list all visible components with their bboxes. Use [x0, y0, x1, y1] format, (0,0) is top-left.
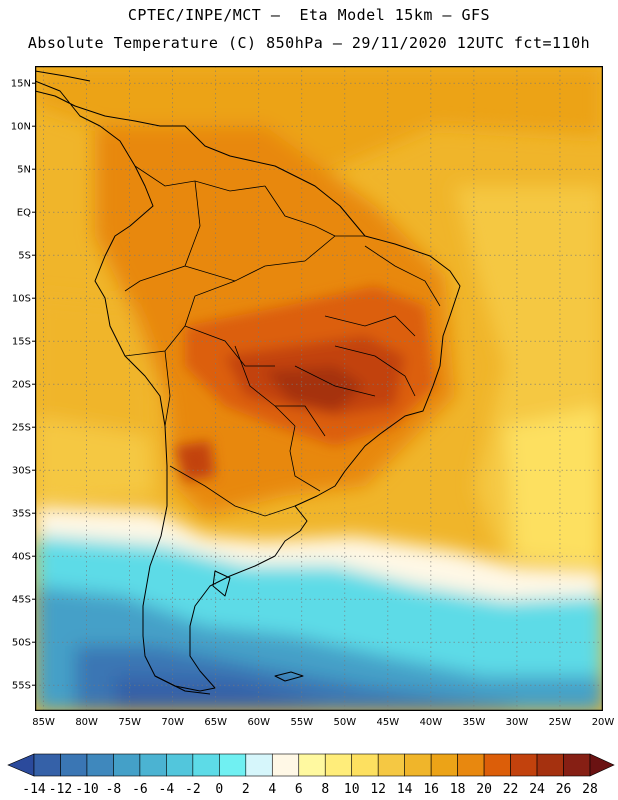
longitude-labels: 85W 80W 75W 70W 65W 60W 55W 50W 45W 40W 35W 30W 25W 2… [32, 717, 615, 728]
header-subtitle: Absolute Temperature (C) 850hPa – 29/11/… [27, 34, 591, 52]
colorbar-segment [536, 753, 564, 777]
colorbar-label: 6 [295, 782, 303, 797]
lon-label: 70W [161, 717, 184, 728]
colorbar-segment [483, 753, 511, 777]
colorbar-segment [113, 753, 141, 777]
lat-label: EQ [17, 208, 31, 219]
lon-label: 60W [247, 717, 270, 728]
colorbar-low-triangle [7, 753, 35, 777]
colorbar-label: 0 [215, 782, 223, 797]
colorbar-label: 24 [529, 782, 545, 797]
colorbar-segment [166, 753, 194, 777]
colorbar-label: 20 [476, 782, 492, 797]
colorbar-label: 28 [582, 782, 598, 797]
lat-label: 25S [12, 423, 31, 434]
lat-label: 30S [12, 466, 31, 477]
lon-label: 75W [118, 717, 141, 728]
colorbar-label: 16 [423, 782, 439, 797]
colorbar-label: 4 [268, 782, 276, 797]
colorbar-segment [324, 753, 353, 777]
lon-label: 85W [32, 717, 55, 728]
header-title: CPTEC/INPE/MCT – Eta Model 15km – GFS [127, 6, 491, 24]
colorbar-segment [351, 753, 379, 777]
field-chaco [175, 441, 215, 481]
lat-label: 10N [11, 122, 31, 133]
colorbar-label: -14 [22, 782, 46, 797]
lat-label: 15S [12, 337, 31, 348]
lat-label: 35S [12, 509, 31, 520]
colorbar-segment [563, 753, 591, 777]
field-transition [35, 506, 603, 601]
field-atlantic-pale [505, 406, 603, 566]
colorbar-segment [60, 753, 88, 777]
colorbar-label: 22 [503, 782, 519, 797]
lat-label: 45S [12, 595, 31, 606]
colorbar-segment [192, 753, 220, 777]
field-hottest [265, 366, 365, 411]
field-coldest [115, 676, 335, 711]
latitude-labels: 15N 10N 5N EQ 5S 10S 15S 20S 25S 30S 35S 40S 45S 50S 5… [11, 79, 35, 692]
lat-label: 20S [12, 380, 31, 391]
colorbar-segment [377, 753, 405, 777]
colorbar-label: -10 [75, 782, 98, 797]
coastline [35, 70, 461, 695]
lon-label: 55W [290, 717, 313, 728]
colorbar-segment [510, 753, 538, 777]
colorbar-segment [245, 753, 273, 777]
lon-label: 20W [592, 717, 615, 728]
colorbar-label: -2 [185, 782, 201, 797]
colorbar-label: -4 [159, 782, 175, 797]
lat-lon-grid [35, 66, 603, 711]
colorbar-segment [404, 753, 432, 777]
country-borders [124, 165, 441, 517]
lon-label: 80W [75, 717, 98, 728]
colorbar-segment [271, 753, 300, 777]
colorbar: -14 -12 -10 -8 -6 -4 -2 0 2 4 6 8 10 12 14 16 18 20 22 24 26… [7, 753, 615, 797]
colorbar-label: -12 [49, 782, 72, 797]
colorbar-segment [33, 753, 61, 777]
colorbar-segment [139, 753, 167, 777]
lon-label: 25W [549, 717, 572, 728]
colorbar-segment [457, 753, 485, 777]
lat-label: 40S [12, 552, 31, 563]
colorbar-label: 2 [242, 782, 250, 797]
colorbar-label: 14 [397, 782, 413, 797]
colorbar-label: -6 [132, 782, 148, 797]
colorbar-segment [86, 753, 114, 777]
lon-label: 40W [420, 717, 443, 728]
colorbar-label: 8 [321, 782, 329, 797]
colorbar-high-triangle [589, 753, 615, 777]
lat-label: 50S [12, 638, 31, 649]
colorbar-label: -8 [106, 782, 122, 797]
lat-label: 5N [17, 165, 31, 176]
lon-label: 65W [204, 717, 227, 728]
lat-label: 10S [12, 294, 31, 305]
colorbar-label: 12 [370, 782, 386, 797]
lon-label: 35W [463, 717, 486, 728]
temperature-map [35, 66, 603, 711]
lon-label: 45W [377, 717, 400, 728]
colorbar-segment [298, 753, 326, 777]
field-pacific-pale [35, 416, 155, 506]
colorbar-segment [219, 753, 247, 777]
colorbar-label: 18 [450, 782, 466, 797]
lat-label: 15N [11, 79, 31, 90]
lat-label: 55S [12, 681, 31, 692]
colorbar-segment [430, 753, 458, 777]
colorbar-label: 10 [344, 782, 360, 797]
lon-label: 30W [506, 717, 529, 728]
lon-label: 50W [334, 717, 357, 728]
lat-label: 5S [18, 251, 31, 262]
colorbar-label: 26 [556, 782, 572, 797]
